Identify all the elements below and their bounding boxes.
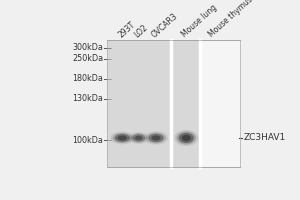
Bar	[107, 40, 240, 167]
Text: Mouse lung: Mouse lung	[180, 3, 219, 39]
Ellipse shape	[148, 134, 164, 142]
Text: 300kDa: 300kDa	[72, 43, 103, 52]
Text: OVCAR3: OVCAR3	[150, 11, 180, 39]
Text: 180kDa: 180kDa	[72, 74, 103, 83]
Text: 250kDa: 250kDa	[72, 54, 103, 63]
Text: ZC3HAV1: ZC3HAV1	[243, 133, 286, 142]
Ellipse shape	[174, 130, 198, 146]
Ellipse shape	[144, 131, 168, 145]
Ellipse shape	[118, 136, 127, 140]
Ellipse shape	[152, 135, 160, 141]
Bar	[172, 40, 200, 167]
Bar	[107, 40, 171, 167]
Bar	[200, 40, 240, 167]
Ellipse shape	[132, 134, 145, 142]
Ellipse shape	[130, 133, 147, 143]
Ellipse shape	[112, 133, 132, 143]
Ellipse shape	[146, 132, 166, 143]
Ellipse shape	[176, 131, 196, 145]
Text: LO2: LO2	[133, 23, 149, 39]
Ellipse shape	[110, 132, 134, 144]
Text: 130kDa: 130kDa	[72, 94, 103, 103]
Ellipse shape	[182, 135, 191, 141]
Ellipse shape	[128, 132, 149, 144]
Text: 100kDa: 100kDa	[72, 136, 103, 145]
Text: 293T: 293T	[116, 20, 136, 39]
Ellipse shape	[179, 133, 194, 143]
Text: Mouse thymus: Mouse thymus	[207, 0, 255, 39]
Ellipse shape	[115, 134, 130, 142]
Ellipse shape	[135, 136, 142, 140]
